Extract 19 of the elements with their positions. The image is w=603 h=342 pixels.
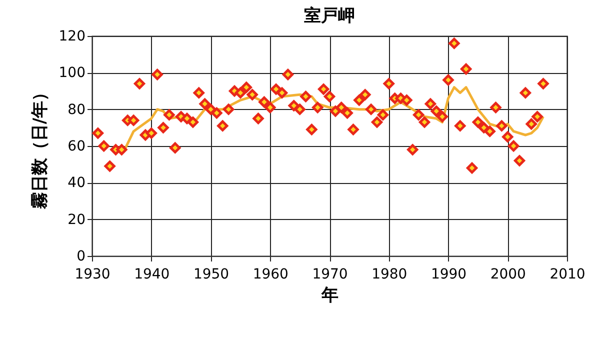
x-tick-label: 1960	[252, 266, 288, 282]
y-tick-label: 60	[68, 138, 86, 154]
x-tick-label: 1930	[74, 266, 110, 282]
y-axis-title: 霧日数（日/年）	[30, 84, 50, 210]
y-tick-label: 80	[68, 102, 86, 118]
x-tick-label: 1990	[430, 266, 467, 282]
y-tick-label: 0	[76, 248, 86, 264]
x-axis-title: 年	[320, 286, 338, 306]
chart-title: 室戸岬	[304, 6, 355, 26]
y-tick-label: 40	[68, 175, 86, 192]
x-tick-label: 1950	[193, 266, 230, 282]
x-tick-label: 1980	[372, 266, 408, 282]
x-tick-label: 1970	[312, 266, 348, 282]
y-tick-label: 100	[58, 65, 86, 82]
x-tick-label: 1940	[134, 266, 170, 282]
y-tick-label: 20	[68, 212, 86, 228]
x-tick-label: 2000	[490, 266, 526, 282]
x-tick-label: 2010	[550, 266, 586, 282]
y-tick-label: 120	[58, 28, 86, 44]
